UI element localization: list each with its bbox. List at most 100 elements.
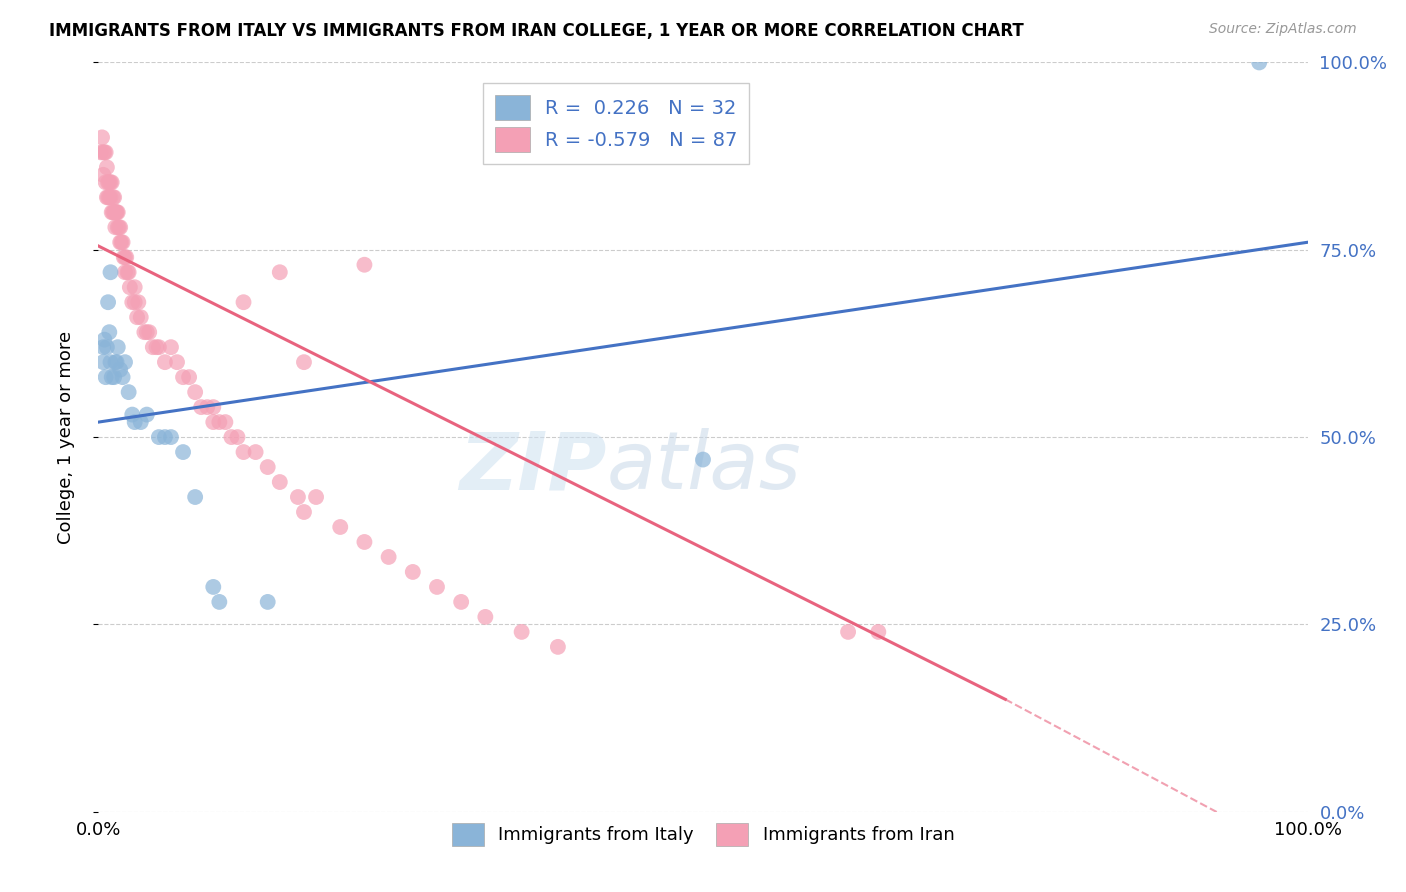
Point <box>100 175 122 189</box>
Point <box>129 415 152 429</box>
Point <box>287 490 309 504</box>
Point <box>108 220 131 235</box>
Point <box>91 130 114 145</box>
Point <box>134 325 156 339</box>
Point <box>195 400 218 414</box>
Point <box>377 549 399 564</box>
Text: IMMIGRANTS FROM ITALY VS IMMIGRANTS FROM IRAN COLLEGE, 1 YEAR OR MORE CORRELATIO: IMMIGRANTS FROM ITALY VS IMMIGRANTS FROM… <box>49 22 1024 40</box>
Point <box>353 258 375 272</box>
Point <box>148 430 170 444</box>
Point <box>245 445 267 459</box>
Point <box>226 430 249 444</box>
Point <box>104 205 127 219</box>
Y-axis label: College, 1 year or more: College, 1 year or more <box>56 331 75 543</box>
Point <box>221 430 243 444</box>
Point <box>105 205 128 219</box>
Point <box>100 175 122 189</box>
Point <box>97 295 120 310</box>
Point <box>107 340 129 354</box>
Point <box>256 460 278 475</box>
Point <box>837 624 859 639</box>
Point <box>104 355 127 369</box>
Point <box>98 190 121 204</box>
Point <box>124 415 146 429</box>
Point <box>100 355 122 369</box>
Point <box>97 175 120 189</box>
Point <box>98 325 121 339</box>
Legend: Immigrants from Italy, Immigrants from Iran: Immigrants from Italy, Immigrants from I… <box>443 814 963 855</box>
Point <box>115 250 138 264</box>
Point <box>184 490 207 504</box>
Point <box>202 580 225 594</box>
Point <box>98 175 121 189</box>
Point <box>121 295 143 310</box>
Point <box>108 220 131 235</box>
Point <box>868 624 890 639</box>
Point <box>100 370 122 384</box>
Point <box>121 408 143 422</box>
Point <box>105 355 128 369</box>
Point <box>127 310 149 325</box>
Point <box>145 340 167 354</box>
Point <box>110 235 132 250</box>
Point <box>108 235 131 250</box>
Point <box>103 370 125 384</box>
Text: ZIP: ZIP <box>458 428 606 506</box>
Point <box>292 355 315 369</box>
Point <box>94 175 117 189</box>
Point <box>114 355 136 369</box>
Point <box>450 595 472 609</box>
Point <box>100 265 122 279</box>
Text: atlas: atlas <box>606 428 801 506</box>
Point <box>93 333 115 347</box>
Point <box>232 295 254 310</box>
Point <box>184 385 207 400</box>
Point <box>100 190 122 204</box>
Point <box>93 145 115 160</box>
Point <box>94 370 117 384</box>
Point <box>160 430 183 444</box>
Point <box>108 362 131 376</box>
Point <box>111 235 134 250</box>
Point <box>107 205 129 219</box>
Point <box>114 265 136 279</box>
Point <box>135 325 157 339</box>
Point <box>94 145 117 160</box>
Point <box>547 640 569 654</box>
Point <box>160 340 183 354</box>
Point <box>426 580 449 594</box>
Point <box>124 295 146 310</box>
Point <box>202 415 225 429</box>
Point <box>202 400 225 414</box>
Point <box>305 490 328 504</box>
Point <box>104 220 127 235</box>
Point <box>148 340 170 354</box>
Point <box>114 250 136 264</box>
Point <box>172 445 194 459</box>
Point <box>129 310 152 325</box>
Point <box>118 265 141 279</box>
Point <box>1249 55 1271 70</box>
Point <box>117 265 139 279</box>
Point <box>118 280 141 294</box>
Point <box>208 595 231 609</box>
Point <box>101 190 124 204</box>
Point <box>112 250 135 264</box>
Point <box>172 370 194 384</box>
Point <box>100 205 122 219</box>
Point <box>292 505 315 519</box>
Point <box>153 430 176 444</box>
Point <box>96 161 118 175</box>
Point <box>353 535 375 549</box>
Point <box>118 385 141 400</box>
Point <box>135 408 157 422</box>
Point <box>208 415 231 429</box>
Point <box>190 400 212 414</box>
Point <box>474 610 496 624</box>
Point <box>103 205 125 219</box>
Point <box>101 205 124 219</box>
Point <box>256 595 278 609</box>
Point <box>91 168 114 182</box>
Point <box>166 355 188 369</box>
Point <box>142 340 165 354</box>
